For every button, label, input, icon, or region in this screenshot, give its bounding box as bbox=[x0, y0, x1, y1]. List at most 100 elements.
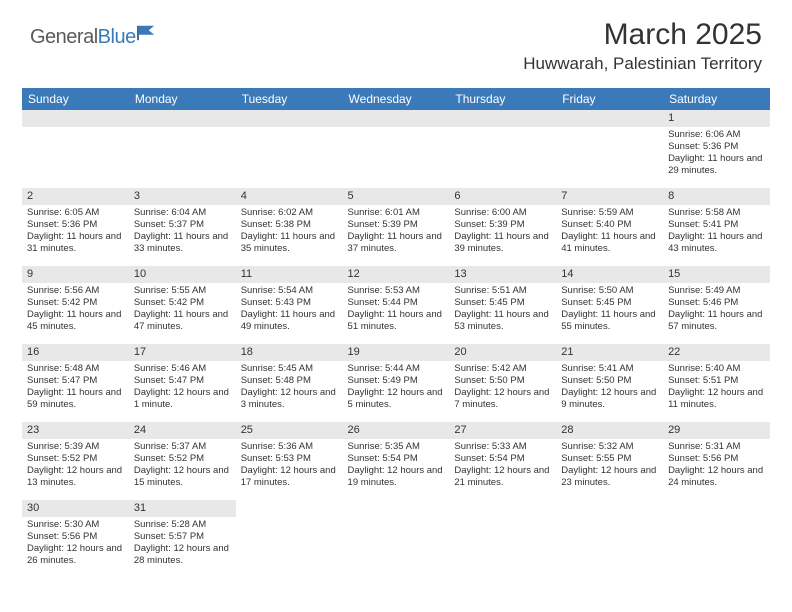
daylight-line: Daylight: 12 hours and 19 minutes. bbox=[348, 465, 445, 489]
sunrise-line: Sunrise: 5:49 AM bbox=[668, 285, 765, 297]
daylight-line: Daylight: 12 hours and 7 minutes. bbox=[454, 387, 551, 411]
day-number: 3 bbox=[129, 188, 236, 205]
calendar-day-cell bbox=[449, 500, 556, 578]
day-number: 9 bbox=[22, 266, 129, 283]
day-details: Sunrise: 5:40 AMSunset: 5:51 PMDaylight:… bbox=[663, 361, 770, 415]
sunset-line: Sunset: 5:50 PM bbox=[561, 375, 658, 387]
day-details: Sunrise: 5:36 AMSunset: 5:53 PMDaylight:… bbox=[236, 439, 343, 493]
daylight-line: Daylight: 12 hours and 26 minutes. bbox=[27, 543, 124, 567]
daylight-line: Daylight: 11 hours and 37 minutes. bbox=[348, 231, 445, 255]
sunrise-line: Sunrise: 6:05 AM bbox=[27, 207, 124, 219]
sunset-line: Sunset: 5:39 PM bbox=[348, 219, 445, 231]
sunrise-line: Sunrise: 6:06 AM bbox=[668, 129, 765, 141]
day-number: 20 bbox=[449, 344, 556, 361]
day-details: Sunrise: 6:06 AMSunset: 5:36 PMDaylight:… bbox=[663, 127, 770, 181]
sunset-line: Sunset: 5:54 PM bbox=[348, 453, 445, 465]
calendar-day-cell: 19Sunrise: 5:44 AMSunset: 5:49 PMDayligh… bbox=[343, 344, 450, 422]
day-number: 11 bbox=[236, 266, 343, 283]
logo-text-plain: General bbox=[30, 26, 98, 48]
calendar-day-cell: 23Sunrise: 5:39 AMSunset: 5:52 PMDayligh… bbox=[22, 422, 129, 500]
col-header: Monday bbox=[129, 88, 236, 110]
day-details: Sunrise: 5:39 AMSunset: 5:52 PMDaylight:… bbox=[22, 439, 129, 493]
day-details: Sunrise: 6:04 AMSunset: 5:37 PMDaylight:… bbox=[129, 205, 236, 259]
day-number: 21 bbox=[556, 344, 663, 361]
day-number: 10 bbox=[129, 266, 236, 283]
day-details: Sunrise: 5:56 AMSunset: 5:42 PMDaylight:… bbox=[22, 283, 129, 337]
col-header: Thursday bbox=[449, 88, 556, 110]
day-details: Sunrise: 5:53 AMSunset: 5:44 PMDaylight:… bbox=[343, 283, 450, 337]
calendar-day-cell: 8Sunrise: 5:58 AMSunset: 5:41 PMDaylight… bbox=[663, 188, 770, 266]
sunset-line: Sunset: 5:56 PM bbox=[27, 531, 124, 543]
sunrise-line: Sunrise: 5:42 AM bbox=[454, 363, 551, 375]
calendar-day-cell: 22Sunrise: 5:40 AMSunset: 5:51 PMDayligh… bbox=[663, 344, 770, 422]
sunrise-line: Sunrise: 5:31 AM bbox=[668, 441, 765, 453]
day-details: Sunrise: 6:01 AMSunset: 5:39 PMDaylight:… bbox=[343, 205, 450, 259]
sunset-line: Sunset: 5:36 PM bbox=[668, 141, 765, 153]
day-details: Sunrise: 5:28 AMSunset: 5:57 PMDaylight:… bbox=[129, 517, 236, 571]
day-number: 24 bbox=[129, 422, 236, 439]
sunrise-line: Sunrise: 5:53 AM bbox=[348, 285, 445, 297]
sunset-line: Sunset: 5:39 PM bbox=[454, 219, 551, 231]
title-block: March 2025 Huwwarah, Palestinian Territo… bbox=[523, 18, 762, 74]
sunset-line: Sunset: 5:43 PM bbox=[241, 297, 338, 309]
logo-flag-icon bbox=[136, 24, 158, 42]
sunset-line: Sunset: 5:37 PM bbox=[134, 219, 231, 231]
day-details: Sunrise: 5:49 AMSunset: 5:46 PMDaylight:… bbox=[663, 283, 770, 337]
day-details: Sunrise: 6:02 AMSunset: 5:38 PMDaylight:… bbox=[236, 205, 343, 259]
day-number: 1 bbox=[663, 110, 770, 127]
calendar-day-cell bbox=[236, 110, 343, 188]
day-details: Sunrise: 5:51 AMSunset: 5:45 PMDaylight:… bbox=[449, 283, 556, 337]
day-number: 26 bbox=[343, 422, 450, 439]
calendar-day-cell: 29Sunrise: 5:31 AMSunset: 5:56 PMDayligh… bbox=[663, 422, 770, 500]
calendar-body: 1Sunrise: 6:06 AMSunset: 5:36 PMDaylight… bbox=[22, 110, 770, 578]
day-details: Sunrise: 6:05 AMSunset: 5:36 PMDaylight:… bbox=[22, 205, 129, 259]
calendar-day-cell bbox=[556, 500, 663, 578]
daylight-line: Daylight: 12 hours and 3 minutes. bbox=[241, 387, 338, 411]
sunrise-line: Sunrise: 5:59 AM bbox=[561, 207, 658, 219]
logo-text: GeneralBlue bbox=[30, 26, 136, 49]
sunset-line: Sunset: 5:57 PM bbox=[134, 531, 231, 543]
sunrise-line: Sunrise: 5:45 AM bbox=[241, 363, 338, 375]
daylight-line: Daylight: 12 hours and 9 minutes. bbox=[561, 387, 658, 411]
page-header: GeneralBlue March 2025 Huwwarah, Palesti… bbox=[0, 0, 792, 82]
calendar-day-cell: 31Sunrise: 5:28 AMSunset: 5:57 PMDayligh… bbox=[129, 500, 236, 578]
col-header: Saturday bbox=[663, 88, 770, 110]
calendar-day-cell: 12Sunrise: 5:53 AMSunset: 5:44 PMDayligh… bbox=[343, 266, 450, 344]
daylight-line: Daylight: 11 hours and 59 minutes. bbox=[27, 387, 124, 411]
sunset-line: Sunset: 5:47 PM bbox=[134, 375, 231, 387]
day-number bbox=[556, 110, 663, 127]
sunset-line: Sunset: 5:41 PM bbox=[668, 219, 765, 231]
sunset-line: Sunset: 5:46 PM bbox=[668, 297, 765, 309]
day-details: Sunrise: 5:58 AMSunset: 5:41 PMDaylight:… bbox=[663, 205, 770, 259]
calendar-day-cell: 4Sunrise: 6:02 AMSunset: 5:38 PMDaylight… bbox=[236, 188, 343, 266]
sunset-line: Sunset: 5:42 PM bbox=[134, 297, 231, 309]
day-number: 14 bbox=[556, 266, 663, 283]
calendar-day-cell: 18Sunrise: 5:45 AMSunset: 5:48 PMDayligh… bbox=[236, 344, 343, 422]
daylight-line: Daylight: 11 hours and 51 minutes. bbox=[348, 309, 445, 333]
calendar-week-row: 9Sunrise: 5:56 AMSunset: 5:42 PMDaylight… bbox=[22, 266, 770, 344]
day-number: 8 bbox=[663, 188, 770, 205]
sunset-line: Sunset: 5:48 PM bbox=[241, 375, 338, 387]
calendar-day-cell bbox=[343, 110, 450, 188]
daylight-line: Daylight: 11 hours and 55 minutes. bbox=[561, 309, 658, 333]
calendar-day-cell: 25Sunrise: 5:36 AMSunset: 5:53 PMDayligh… bbox=[236, 422, 343, 500]
calendar-table: Sunday Monday Tuesday Wednesday Thursday… bbox=[22, 88, 770, 578]
day-details: Sunrise: 5:35 AMSunset: 5:54 PMDaylight:… bbox=[343, 439, 450, 493]
daylight-line: Daylight: 11 hours and 33 minutes. bbox=[134, 231, 231, 255]
day-details: Sunrise: 5:30 AMSunset: 5:56 PMDaylight:… bbox=[22, 517, 129, 571]
day-details: Sunrise: 5:54 AMSunset: 5:43 PMDaylight:… bbox=[236, 283, 343, 337]
sunrise-line: Sunrise: 5:54 AM bbox=[241, 285, 338, 297]
calendar-day-cell: 17Sunrise: 5:46 AMSunset: 5:47 PMDayligh… bbox=[129, 344, 236, 422]
daylight-line: Daylight: 11 hours and 35 minutes. bbox=[241, 231, 338, 255]
daylight-line: Daylight: 11 hours and 49 minutes. bbox=[241, 309, 338, 333]
daylight-line: Daylight: 12 hours and 13 minutes. bbox=[27, 465, 124, 489]
sunrise-line: Sunrise: 5:50 AM bbox=[561, 285, 658, 297]
daylight-line: Daylight: 11 hours and 43 minutes. bbox=[668, 231, 765, 255]
logo-text-blue: Blue bbox=[98, 26, 136, 48]
daylight-line: Daylight: 11 hours and 57 minutes. bbox=[668, 309, 765, 333]
day-details: Sunrise: 5:33 AMSunset: 5:54 PMDaylight:… bbox=[449, 439, 556, 493]
sunrise-line: Sunrise: 5:30 AM bbox=[27, 519, 124, 531]
sunset-line: Sunset: 5:36 PM bbox=[27, 219, 124, 231]
sunset-line: Sunset: 5:40 PM bbox=[561, 219, 658, 231]
sunrise-line: Sunrise: 5:55 AM bbox=[134, 285, 231, 297]
